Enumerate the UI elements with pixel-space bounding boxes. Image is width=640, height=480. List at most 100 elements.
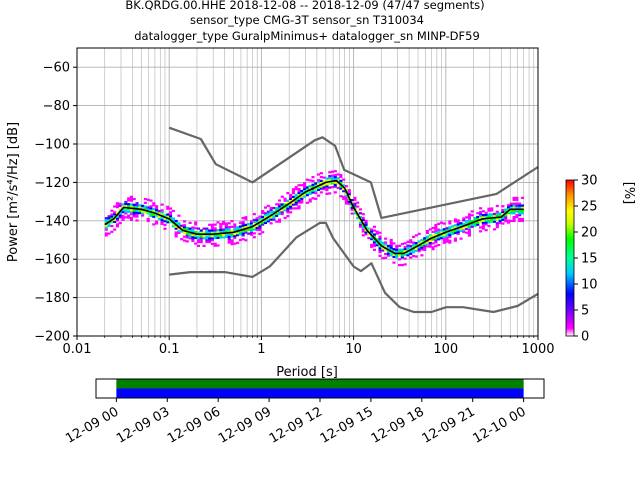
- density-cell: [241, 224, 245, 227]
- density-cell: [252, 218, 256, 222]
- timeline-tick-label: 12-09 15: [318, 404, 376, 446]
- density-cell: [448, 231, 452, 235]
- density-cell: [319, 191, 323, 194]
- x-tick-label: 1000: [521, 342, 554, 357]
- density-cell: [149, 205, 153, 208]
- density-cell: [236, 226, 240, 229]
- density-cell: [127, 214, 131, 217]
- density-cell: [127, 208, 131, 212]
- density-cell: [417, 232, 421, 235]
- density-cell: [249, 229, 254, 232]
- density-cell: [465, 227, 469, 230]
- colorbar-tick-label: 20: [581, 226, 598, 241]
- density-cell: [263, 216, 268, 219]
- density-cell: [127, 205, 131, 208]
- density-cell: [364, 225, 368, 228]
- density-cell: [297, 207, 301, 210]
- density-cell: [241, 226, 245, 229]
- density-cell: [230, 233, 234, 236]
- density-cell: [384, 241, 388, 244]
- density-cell: [378, 237, 382, 240]
- density-cell: [431, 226, 435, 230]
- density-cell: [495, 210, 499, 213]
- density-cell: [361, 216, 365, 220]
- density-cell: [370, 230, 374, 233]
- density-cell: [453, 226, 457, 229]
- density-cell: [249, 231, 254, 234]
- density-cell: [342, 190, 346, 193]
- density-cell: [459, 222, 463, 225]
- density-cell: [389, 246, 393, 249]
- density-cell: [361, 224, 365, 227]
- density-cell: [286, 211, 290, 214]
- density-cell: [453, 237, 457, 240]
- density-cell: [185, 236, 189, 239]
- density-cell: [138, 206, 142, 209]
- density-cell: [205, 237, 209, 240]
- density-cell: [425, 237, 430, 240]
- density-cell: [255, 219, 259, 222]
- density-cell: [210, 227, 214, 230]
- density-cell: [305, 201, 309, 204]
- density-cell: [445, 229, 449, 232]
- density-cell: [104, 228, 108, 231]
- density-cell: [414, 241, 418, 245]
- density-cell: [492, 220, 497, 223]
- density-cell: [110, 221, 114, 224]
- density-cell: [230, 241, 234, 244]
- density-cell: [236, 241, 240, 244]
- density-cell: [470, 210, 474, 213]
- density-cell: [146, 206, 150, 209]
- density-cell: [127, 210, 131, 213]
- density-cell: [208, 231, 212, 234]
- density-cell: [272, 214, 276, 217]
- density-cell: [146, 208, 150, 211]
- density-cell: [317, 173, 321, 176]
- density-cell: [233, 223, 237, 226]
- density-cell: [515, 206, 519, 209]
- density-cell: [222, 228, 226, 231]
- density-cell: [289, 205, 293, 208]
- density-cell: [512, 204, 516, 207]
- density-cell: [141, 212, 145, 215]
- density-cell: [428, 234, 432, 237]
- density-cell: [168, 215, 173, 218]
- density-cell: [185, 234, 189, 237]
- y-tick-label: −200: [34, 330, 70, 345]
- plot-frame: [76, 47, 539, 337]
- density-cell: [266, 214, 270, 217]
- density-cell: [325, 192, 329, 196]
- density-cell: [305, 192, 309, 195]
- density-cell: [289, 197, 293, 200]
- density-cell: [448, 222, 452, 225]
- density-cell: [196, 244, 201, 248]
- density-cell: [129, 195, 133, 198]
- density-cell: [155, 208, 159, 212]
- density-cell: [283, 203, 287, 206]
- density-cell: [185, 226, 189, 230]
- density-cell: [272, 206, 276, 210]
- density-cell: [509, 202, 513, 205]
- density-cell: [219, 226, 223, 230]
- y-axis-label: Power [m²/s⁴/Hz] [dB]: [6, 122, 21, 262]
- density-cell: [272, 210, 276, 213]
- density-cell: [451, 230, 455, 234]
- density-cell: [202, 235, 206, 238]
- density-cell: [294, 199, 298, 202]
- density-cell: [149, 214, 153, 218]
- density-cell: [311, 185, 315, 188]
- density-cell: [358, 225, 363, 228]
- density-cell: [275, 203, 279, 206]
- density-cell: [127, 203, 131, 206]
- density-cell: [445, 240, 449, 243]
- density-cell: [384, 256, 388, 259]
- density-cell: [353, 210, 357, 213]
- density-cell: [490, 213, 494, 216]
- density-cell: [297, 187, 301, 191]
- density-cell: [110, 217, 114, 220]
- density-cell: [325, 183, 329, 186]
- density-cell: [196, 235, 201, 238]
- density-cell: [199, 231, 203, 234]
- density-cell: [216, 236, 220, 239]
- density-cell: [294, 188, 298, 191]
